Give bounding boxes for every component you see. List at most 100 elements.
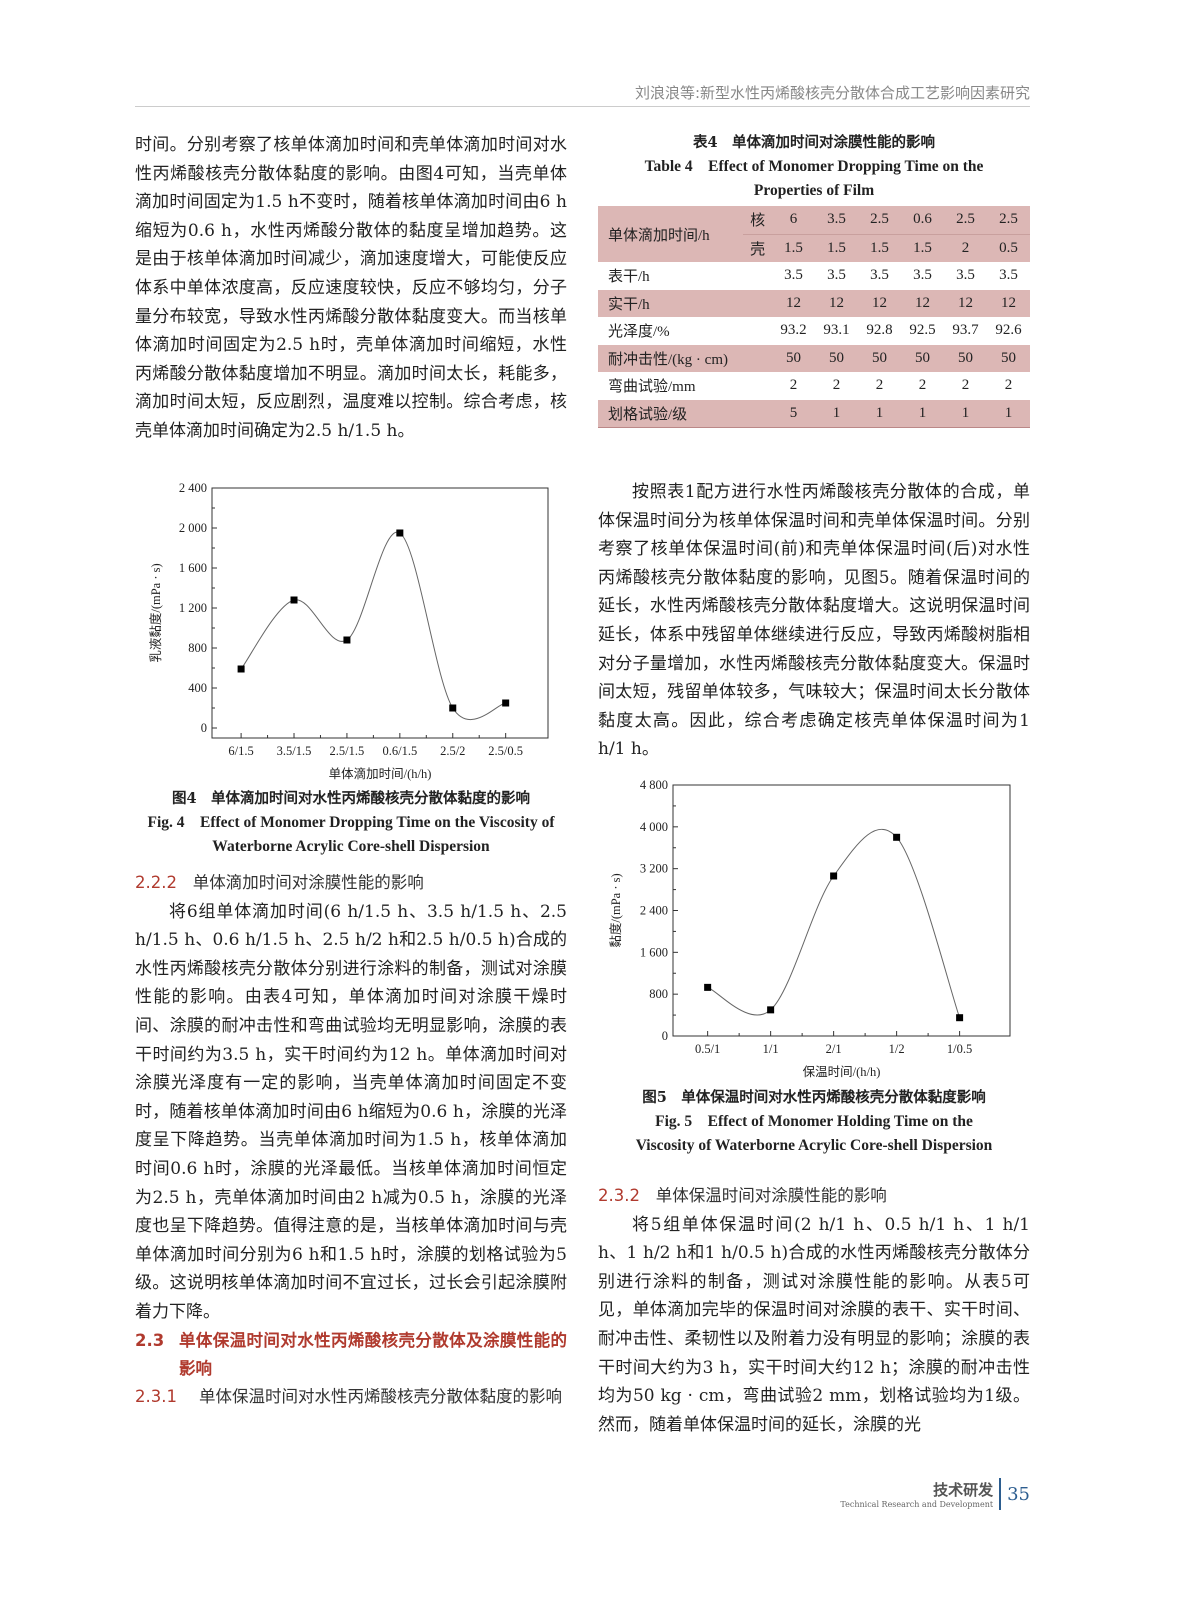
plot-frame: [211, 487, 549, 739]
table-cell: 2.5: [858, 206, 901, 235]
x-tick-label: 2.5/0.5: [488, 744, 523, 758]
series-line: [240, 531, 506, 721]
data-point: [767, 1006, 775, 1014]
x-tick-label: 0.5/1: [695, 1042, 720, 1056]
table-cell: 12: [858, 289, 901, 317]
table-cell: 1.5: [858, 234, 901, 262]
y-axis-label: 乳液黏度/(mPa · s): [148, 563, 163, 662]
x-tick-label: 1/1: [763, 1042, 779, 1056]
table-row: 表干/h 3.5 3.5 3.5 3.5 3.5 3.5: [598, 262, 1030, 290]
table-row: 光泽度/% 93.2 93.1 92.8 92.5 93.7 92.6: [598, 317, 1030, 345]
table-cell: 2.5: [943, 206, 987, 235]
data-point: [956, 1014, 964, 1022]
data-point: [704, 983, 712, 991]
footer-section-en: Technical Research and Development: [840, 1500, 994, 1509]
table-cell: 50: [858, 344, 901, 372]
table-cell: 1: [986, 399, 1030, 428]
table-cell: 1: [901, 399, 944, 428]
figure-5-caption: 图5 单体保温时间对水性丙烯酸核壳分散体黏度影响 Fig. 5 Effect o…: [598, 1086, 1030, 1158]
data-point: [237, 665, 245, 673]
x-tick-label: 2.5/1.5: [330, 744, 365, 758]
core-label: 核: [743, 206, 773, 235]
row-label: 耐冲击性/(kg · cm): [598, 344, 773, 372]
x-tick-label: 1/2: [889, 1042, 905, 1056]
left-column: 时间。分别考察了核单体滴加时间和壳单体滴加时间对水性丙烯酸核壳分散体黏度的影响。…: [135, 131, 567, 446]
table-cell: 93.1: [823, 322, 850, 339]
table-header: 单体滴加时间/h: [598, 206, 744, 262]
table-cell: 2: [961, 377, 970, 394]
data-point: [502, 699, 510, 707]
x-tick-label: 0.6/1.5: [382, 744, 417, 758]
table-cell: 50: [901, 344, 944, 372]
y-tick-label: 0: [201, 721, 207, 735]
table-cell: 3.5: [956, 267, 975, 284]
y-tick-label: 1 600: [179, 561, 207, 575]
table-row: 实干/h 12 12 12 12 12 12: [598, 289, 1030, 317]
table-cell: 2: [1004, 377, 1013, 394]
section-heading: 2.3 单体保温时间对水性丙烯酸核壳分散体及涂膜性能的影响: [135, 1330, 567, 1378]
y-tick-label: 1 200: [179, 601, 207, 615]
table-cell: 12: [772, 289, 816, 317]
footer: 技术研发 Technical Research and Development …: [840, 1478, 1030, 1510]
row-label: 表干/h: [608, 269, 650, 286]
row-label: 划格试验/级: [598, 399, 773, 428]
row-label: 实干/h: [598, 289, 773, 317]
table-row: 耐冲击性/(kg · cm) 50 50 50 50 50 50: [598, 344, 1030, 372]
table-cell: 6: [772, 206, 816, 235]
table-cell: 92.8: [866, 322, 893, 339]
table-cell: 12: [815, 289, 859, 317]
data-point: [449, 704, 457, 712]
y-tick-label: 800: [188, 641, 207, 655]
right-column: 按照表1配方进行水性丙烯酸核壳分散体的合成，单体保温时间分为核单体保温时间和壳单…: [598, 478, 1030, 764]
table-cell: 3.5: [913, 267, 932, 284]
divider: [999, 1478, 1002, 1510]
x-axis-label: 单体滴加时间/(h/h): [329, 766, 432, 781]
table-cell: 2: [832, 377, 841, 394]
table-cell: 2: [918, 377, 927, 394]
table-cell: 0.6: [901, 206, 944, 235]
table-cell: 93.7: [952, 322, 979, 339]
table-cell: 50: [772, 344, 816, 372]
shell-label: 壳: [743, 234, 773, 262]
data-point: [830, 872, 838, 880]
table-cell: 1.5: [901, 234, 944, 262]
left-column-2: 2.2.2 单体滴加时间对涂膜性能的影响 将6组单体滴加时间(6 h/1.5 h…: [135, 869, 567, 1411]
y-tick-label: 400: [188, 681, 207, 695]
x-tick-label: 2.5/2: [440, 744, 465, 758]
table-cell: 2.5: [986, 206, 1030, 235]
data-point: [893, 833, 901, 841]
x-tick-label: 6/1.5: [228, 744, 253, 758]
table-cell: 12: [901, 289, 944, 317]
y-tick-label: 4 000: [640, 820, 668, 834]
y-tick-label: 1 600: [640, 945, 668, 959]
table-cell: 50: [943, 344, 987, 372]
data-point: [396, 529, 404, 537]
table-cell: 1.5: [772, 234, 816, 262]
table-cell: 93.2: [780, 322, 807, 339]
caption-cn: 图4 单体滴加时间对水性丙烯酸核壳分散体黏度的影响: [171, 790, 531, 807]
caption-en: Table 4 Effect of Monomer Dropping Time …: [644, 158, 984, 199]
caption-cn: 表4 单体滴加时间对涂膜性能的影响: [692, 134, 936, 151]
table-cell: 50: [986, 344, 1030, 372]
table-cell: 3.5: [827, 267, 846, 284]
table-4: 单体滴加时间/h 核 6 3.5 2.5 0.6 2.5 2.5 壳 1.5 1.5 1.5 1.5…: [598, 206, 1030, 428]
paragraph: 将5组单体保温时间(2 h/1 h、0.5 h/1 h、1 h/1 h、1 h/…: [598, 1214, 1030, 1435]
row-label: 光泽度/%: [608, 324, 670, 341]
y-tick-label: 2 400: [179, 481, 207, 495]
table-cell: 50: [815, 344, 859, 372]
table-4-caption: 表4 单体滴加时间对涂膜性能的影响 Table 4 Effect of Mono…: [598, 131, 1030, 203]
table-cell: 92.5: [909, 322, 936, 339]
figure-5-chart: 0 800 1 600 2 400 3 200 4 000 4 800 0.5/1 1/1 2/1…: [608, 778, 1011, 1079]
table-cell: 0.5: [986, 234, 1030, 262]
section-heading: 2.3.1 单体保温时间对水性丙烯酸核壳分散体黏度的影响: [135, 1386, 562, 1406]
x-tick-label: 2/1: [826, 1042, 842, 1056]
running-header: 刘浪浪等:新型水性丙烯酸核壳分散体合成工艺影响因素研究: [135, 82, 1030, 107]
y-tick-label: 4 800: [640, 778, 668, 792]
table-cell: 1: [858, 399, 901, 428]
y-tick-label: 3 200: [640, 862, 668, 876]
paragraph: 将6组单体滴加时间(6 h/1.5 h、3.5 h/1.5 h、2.5 h/1.…: [135, 901, 567, 1322]
table-cell: 3.5: [784, 267, 803, 284]
x-axis-label: 保温时间/(h/h): [803, 1065, 881, 1079]
table-cell: 3.5: [999, 267, 1018, 284]
table-cell: 12: [943, 289, 987, 317]
